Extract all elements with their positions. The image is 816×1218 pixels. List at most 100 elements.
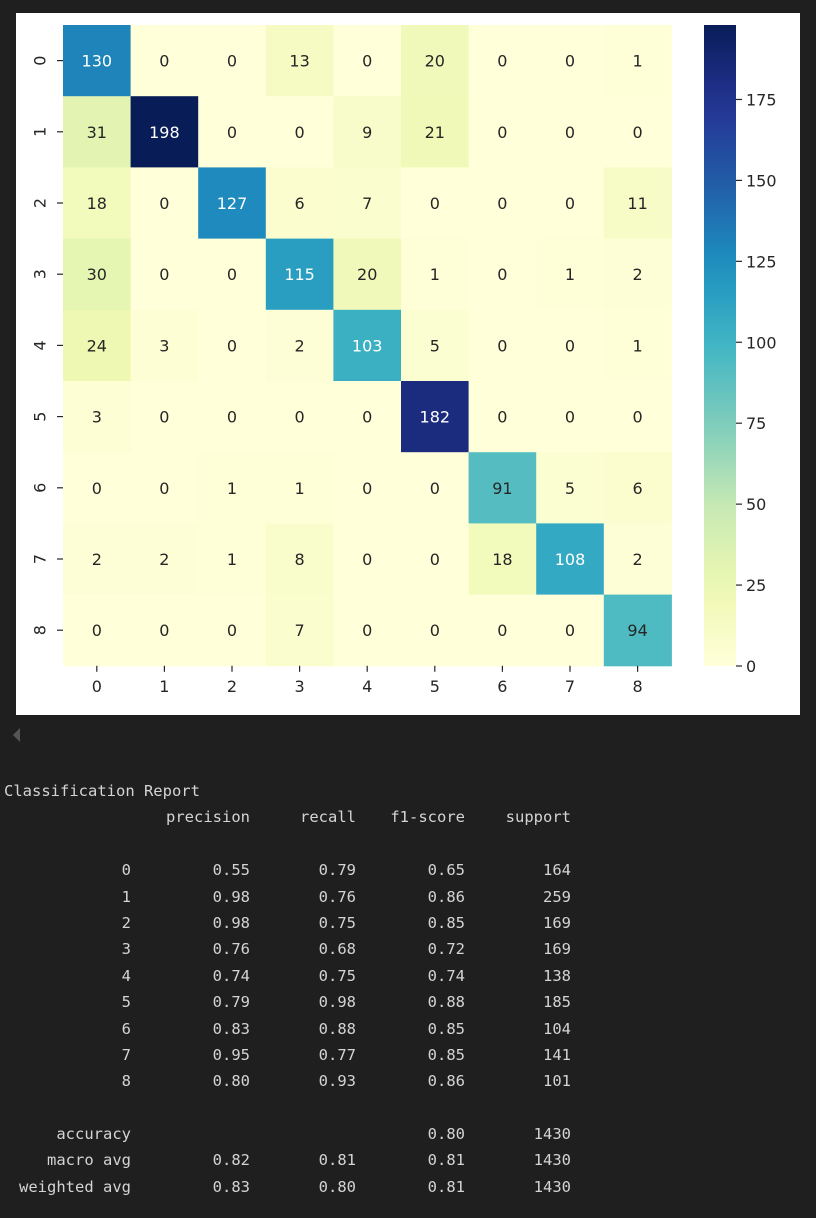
- cell-value-label: 0: [497, 408, 507, 427]
- report-value-cell: 0.86: [427, 1072, 465, 1091]
- report-value-cell: 0.68: [318, 940, 356, 959]
- heatmap-cell-r3-c5: [401, 238, 470, 311]
- heatmap-cell-r3-c4: [333, 238, 402, 311]
- cell-value-label: 0: [565, 194, 575, 213]
- cell-value-label: 20: [357, 265, 377, 284]
- y-tick-label: 6: [31, 483, 50, 493]
- heatmap-cell-r4-c1: [130, 309, 199, 382]
- heatmap-cell-r6-c5: [401, 452, 470, 524]
- report-value-cell: 0.55: [212, 861, 250, 880]
- report-class-row: 2 0.98 0.75 0.85 169: [4, 912, 704, 938]
- report-value-cell: 0.80: [212, 1072, 250, 1091]
- cell-value-label: 0: [227, 408, 237, 427]
- report-value-cell: 0.79: [212, 993, 250, 1012]
- cell-value-label: 0: [159, 194, 169, 213]
- x-tick-label: 6: [497, 677, 507, 696]
- report-value-cell: 0.75: [318, 913, 356, 932]
- scroll-left-icon[interactable]: [13, 728, 20, 742]
- heatmap-cell-r4-c4: [333, 309, 402, 382]
- heatmap-cell-r2-c4: [333, 167, 402, 240]
- report-value-cell: 0.95: [212, 1045, 250, 1064]
- cell-value-label: 0: [565, 123, 575, 142]
- heatmap-cell-r7-c5: [401, 523, 470, 596]
- report-class-row: 0 0.55 0.79 0.65 164: [4, 859, 704, 885]
- cell-value-label: 0: [362, 408, 372, 427]
- heatmap-cell-r2-c6: [468, 167, 537, 240]
- report-header-cell: recall: [300, 808, 356, 827]
- cell-value-label: 9: [362, 123, 372, 142]
- cell-value-label: 2: [159, 550, 169, 569]
- heatmap-cell-r3-c3: [265, 238, 334, 311]
- heatmap-cell-r8-c8: [603, 594, 672, 667]
- report-blank-line: [4, 1097, 704, 1123]
- heatmap-cell-r6-c3: [265, 452, 334, 524]
- report-row-label: 1: [121, 887, 131, 906]
- cell-value-label: 21: [425, 123, 445, 142]
- cell-value-label: 115: [284, 265, 315, 284]
- report-class-row: 7 0.95 0.77 0.85 141: [4, 1044, 704, 1070]
- cell-value-label: 0: [159, 621, 169, 640]
- report-value-cell: 0.77: [318, 1045, 356, 1064]
- cell-value-label: 18: [87, 194, 107, 213]
- colorbar: [704, 25, 736, 666]
- cell-value-label: 103: [352, 336, 383, 355]
- report-blank-line: [4, 833, 704, 859]
- heatmap-cell-r2-c8: [603, 167, 672, 240]
- report-value-cell: 0.74: [427, 966, 465, 985]
- heatmap-cell-r5-c8: [603, 381, 672, 453]
- report-value-cell: 185: [543, 993, 571, 1012]
- cell-value-label: 0: [159, 408, 169, 427]
- cell-value-label: 1: [227, 550, 237, 569]
- heatmap-cell-r7-c8: [603, 523, 672, 596]
- heatmap-cell-r0-c0: [63, 25, 132, 97]
- report-row-label: 5: [121, 993, 131, 1012]
- cell-value-label: 13: [289, 52, 309, 71]
- confusion-matrix-figure: 130 0 0 13 0 20 0 0 1 31 198 0 0 9 21 0 0 0 18 0 127 6 7 0 0 0 11 3…: [16, 13, 800, 715]
- cell-value-label: 3: [92, 408, 102, 427]
- cell-value-label: 0: [430, 550, 440, 569]
- report-value-cell: 164: [543, 861, 571, 880]
- cell-value-label: 0: [497, 52, 507, 71]
- report-value-cell: 0.72: [427, 940, 465, 959]
- report-value-cell: 0.85: [427, 1019, 465, 1038]
- cell-value-label: 30: [87, 265, 107, 284]
- cell-value-label: 0: [92, 479, 102, 498]
- heatmap-cell-r0-c7: [536, 25, 605, 97]
- heatmap-cell-r3-c6: [468, 238, 537, 311]
- y-tick-label: 0: [31, 56, 50, 66]
- report-value-cell: 0.65: [427, 861, 465, 880]
- report-value-cell: 138: [543, 966, 571, 985]
- colorbar-tick-label: 125: [746, 252, 777, 271]
- heatmap-cell-r1-c5: [401, 96, 470, 168]
- report-value-cell: 101: [543, 1072, 571, 1091]
- heatmap-cell-r2-c7: [536, 167, 605, 240]
- colorbar-tick-label: 25: [746, 576, 766, 595]
- report-value-cell: 0.98: [212, 913, 250, 932]
- cell-value-label: 0: [227, 123, 237, 142]
- heatmap-cell-r0-c8: [603, 25, 672, 97]
- cell-value-label: 0: [497, 621, 507, 640]
- y-tick-label: 5: [31, 412, 50, 422]
- cell-value-label: 127: [217, 194, 248, 213]
- cell-value-label: 0: [362, 479, 372, 498]
- report-class-row: 3 0.76 0.68 0.72 169: [4, 938, 704, 964]
- report-value-cell: 1430: [533, 1151, 571, 1170]
- heatmap-cell-r8-c4: [333, 594, 402, 667]
- cell-value-label: 0: [227, 265, 237, 284]
- y-tick-label: 2: [31, 198, 50, 208]
- cell-value-label: 7: [362, 194, 372, 213]
- x-tick-label: 2: [227, 677, 237, 696]
- cell-value-label: 0: [633, 123, 643, 142]
- cell-value-label: 130: [82, 52, 113, 71]
- cell-value-label: 0: [362, 52, 372, 71]
- heatmap-cell-r5-c1: [130, 381, 199, 453]
- heatmap-cell-r5-c6: [468, 381, 537, 453]
- cell-value-label: 24: [87, 336, 107, 355]
- report-header-cell: f1-score: [390, 808, 465, 827]
- report-value-cell: 0.98: [318, 993, 356, 1012]
- cell-value-label: 1: [227, 479, 237, 498]
- x-tick-label: 1: [159, 677, 169, 696]
- heatmap-cell-r4-c3: [265, 309, 334, 382]
- heatmap-cell-r2-c2: [198, 167, 267, 240]
- cell-value-label: 0: [227, 52, 237, 71]
